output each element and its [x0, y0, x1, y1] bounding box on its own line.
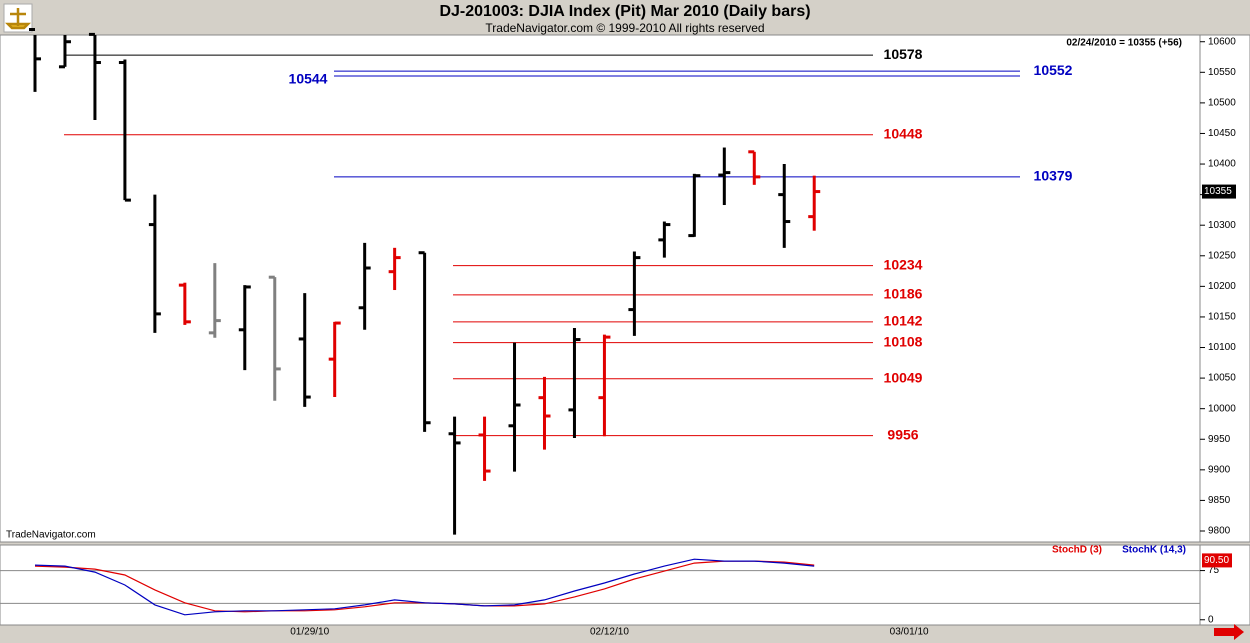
x-tick-label: 01/29/10 [290, 627, 329, 638]
level-label: 10379 [1034, 168, 1073, 184]
x-tick-label: 03/01/10 [890, 627, 929, 638]
level-label: 10544 [289, 71, 328, 87]
last-value-box [1202, 553, 1232, 568]
price-panel [0, 34, 1201, 543]
y-tick-label: 10000 [1208, 403, 1236, 414]
y-tick-label: 10200 [1208, 281, 1236, 292]
chart-subtitle: TradeNavigator.com © 1999-2010 All right… [485, 21, 764, 35]
x-tick-label: 02/12/10 [590, 627, 629, 638]
last-price-label: 10355 [1204, 186, 1232, 197]
logo [3, 3, 33, 33]
y-tick-label: 10500 [1208, 98, 1236, 109]
watermark: TradeNavigator.com [6, 530, 96, 541]
y-tick-label: 10250 [1208, 250, 1236, 261]
chart-title: DJ-201003: DJIA Index (Pit) Mar 2010 (Da… [439, 3, 810, 20]
y-tick-label: 10550 [1208, 67, 1236, 78]
y-tick-label: 10600 [1208, 36, 1236, 47]
y-tick-label: 9800 [1208, 526, 1231, 537]
stoch-line [34, 558, 815, 616]
last-bar-annotation: 02/24/2010 = 10355 (+56) [1066, 38, 1182, 49]
y-tick-label: 9950 [1208, 434, 1231, 445]
level-label: 10552 [1034, 62, 1073, 78]
y-tick-label: 10050 [1208, 373, 1236, 384]
level-label: 10142 [884, 313, 923, 329]
y-tick-label: 10300 [1208, 220, 1236, 231]
last-price-box [1202, 184, 1236, 199]
level-label: 10234 [884, 256, 923, 272]
price-axis [1199, 34, 1250, 543]
level-label: 10108 [884, 333, 923, 349]
y-tick-label: 75 [1208, 565, 1220, 576]
y-tick-label: 9850 [1208, 495, 1231, 506]
last-value-label: 90.50 [1204, 555, 1229, 566]
scroll-arrow[interactable] [1214, 624, 1244, 640]
y-tick-label: 10400 [1208, 159, 1236, 170]
level-label: 9956 [887, 426, 918, 442]
legend-entry: StochD (3) [1052, 545, 1102, 556]
legend-entry: StochK (14,3) [1122, 545, 1186, 556]
y-tick-label: 10100 [1208, 342, 1236, 353]
level-label: 10049 [884, 369, 923, 385]
level-label: 10578 [884, 46, 923, 62]
y-tick-label: 10450 [1208, 128, 1236, 139]
level-label: 10448 [884, 125, 923, 141]
y-tick-label: 0 [1208, 614, 1214, 625]
level-label: 10186 [884, 286, 923, 302]
y-tick-label: 10150 [1208, 312, 1236, 323]
y-tick-label: 9900 [1208, 464, 1231, 475]
